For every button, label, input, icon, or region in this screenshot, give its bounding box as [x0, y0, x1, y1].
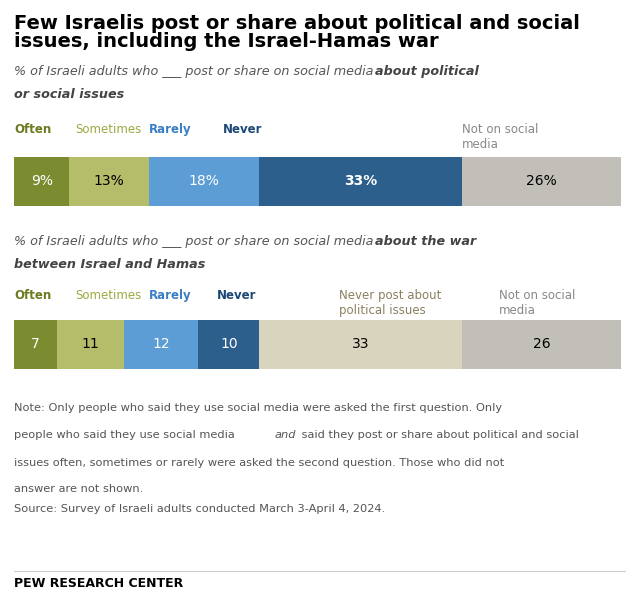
- Text: 26: 26: [533, 338, 550, 351]
- Bar: [462, 320, 621, 369]
- Text: 10: 10: [220, 338, 238, 351]
- Text: 33: 33: [352, 338, 369, 351]
- Text: Often: Often: [14, 289, 51, 302]
- Text: people who said they use social media: people who said they use social media: [14, 430, 238, 440]
- Bar: [259, 157, 462, 206]
- Text: Not on social
media: Not on social media: [462, 123, 538, 151]
- Bar: [14, 320, 57, 369]
- Text: issues, including the Israel-Hamas war: issues, including the Israel-Hamas war: [14, 32, 439, 51]
- Text: 18%: 18%: [189, 175, 220, 188]
- Text: 26%: 26%: [527, 175, 557, 188]
- Text: Few Israelis post or share about political and social: Few Israelis post or share about politic…: [14, 14, 580, 33]
- Text: Not on social
media: Not on social media: [498, 289, 575, 317]
- Bar: [14, 157, 69, 206]
- Bar: [57, 320, 125, 369]
- Text: Source: Survey of Israeli adults conducted March 3-April 4, 2024.: Source: Survey of Israeli adults conduct…: [14, 504, 385, 514]
- Text: Never: Never: [217, 289, 256, 302]
- Text: Often: Often: [14, 123, 51, 136]
- Text: issues often, sometimes or rarely were asked the second question. Those who did : issues often, sometimes or rarely were a…: [14, 458, 504, 468]
- Text: Rarely: Rarely: [149, 289, 192, 302]
- Text: 11: 11: [82, 338, 100, 351]
- Bar: [259, 320, 462, 369]
- Text: PEW RESEARCH CENTER: PEW RESEARCH CENTER: [14, 577, 183, 590]
- Text: Note: Only people who said they use social media were asked the first question. : Note: Only people who said they use soci…: [14, 403, 502, 413]
- Text: or social issues: or social issues: [14, 88, 125, 101]
- Bar: [69, 157, 149, 206]
- Bar: [125, 320, 198, 369]
- Text: 9%: 9%: [31, 175, 52, 188]
- Text: 33%: 33%: [344, 175, 377, 188]
- Text: said they post or share about political and social: said they post or share about political …: [298, 430, 580, 440]
- Text: 13%: 13%: [94, 175, 125, 188]
- Text: % of Israeli adults who ___ post or share on social media: % of Israeli adults who ___ post or shar…: [14, 65, 378, 77]
- Text: about political: about political: [375, 65, 479, 77]
- Text: Sometimes: Sometimes: [75, 123, 142, 136]
- Text: 12: 12: [153, 338, 170, 351]
- Text: about the war: about the war: [375, 235, 476, 248]
- Text: Never: Never: [222, 123, 262, 136]
- Bar: [149, 157, 259, 206]
- Text: and: and: [275, 430, 296, 440]
- Text: Rarely: Rarely: [149, 123, 192, 136]
- Text: answer are not shown.: answer are not shown.: [14, 484, 143, 494]
- Text: 7: 7: [31, 338, 40, 351]
- Text: % of Israeli adults who ___ post or share on social media: % of Israeli adults who ___ post or shar…: [14, 235, 378, 248]
- Text: between Israel and Hamas: between Israel and Hamas: [14, 258, 205, 271]
- Bar: [462, 157, 621, 206]
- Text: Sometimes: Sometimes: [75, 289, 142, 302]
- Bar: [198, 320, 259, 369]
- Text: Never post about
political issues: Never post about political issues: [339, 289, 442, 317]
